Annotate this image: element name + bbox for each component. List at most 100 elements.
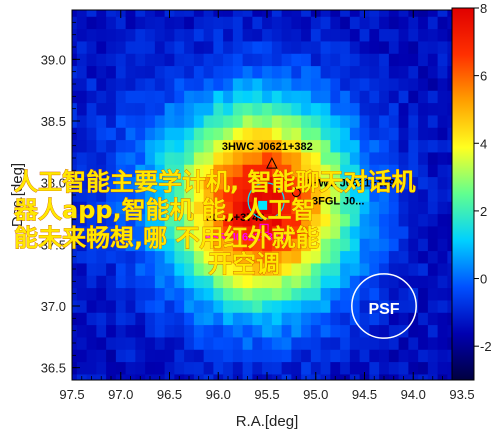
heatmap-cell (271, 102, 283, 116)
heatmap-cell (359, 127, 370, 141)
heatmap-cell (418, 28, 429, 42)
heatmap-cell (106, 287, 117, 301)
heatmap-cell (125, 287, 136, 301)
heatmap-cell (330, 176, 341, 190)
heatmap-cell (223, 275, 234, 289)
heatmap-cell (310, 361, 322, 375)
heatmap-cell (388, 225, 400, 239)
source-marker-circle (291, 188, 301, 198)
heatmap-cell (340, 53, 351, 67)
heatmap-cell (281, 188, 292, 202)
heatmap-cell (96, 225, 107, 239)
heatmap-cell (72, 373, 78, 380)
heatmap-cell (76, 176, 88, 190)
heatmap-cell (174, 65, 185, 79)
heatmap-cell (330, 127, 341, 141)
heatmap-cell (398, 28, 409, 42)
heatmap-cell (437, 250, 448, 264)
heatmap-cell (281, 10, 292, 17)
heatmap-cell (369, 238, 380, 252)
heatmap-cell (154, 77, 166, 91)
heatmap-cell (437, 127, 448, 141)
heatmap-cell (213, 28, 224, 42)
heatmap-cell (164, 65, 175, 79)
heatmap-cell (281, 16, 292, 30)
heatmap-cell (271, 324, 283, 338)
heatmap-cell (320, 114, 331, 128)
heatmap-cell (135, 238, 146, 252)
heatmap-cell (213, 90, 224, 104)
heatmap-cell (262, 65, 273, 79)
heatmap-cell (349, 250, 361, 264)
heatmap-cell (437, 312, 448, 326)
heatmap-cell (164, 53, 175, 67)
heatmap-cell (418, 114, 429, 128)
heatmap-cell (86, 201, 97, 215)
heatmap-cell (76, 213, 88, 227)
heatmap-cell (145, 65, 156, 79)
heatmap-cell (408, 40, 419, 54)
heatmap-cell (86, 10, 97, 17)
heatmap-cell (154, 213, 166, 227)
heatmap-cell (262, 336, 273, 350)
heatmap-cell (154, 324, 166, 338)
heatmap-cell (203, 336, 214, 350)
heatmap-cell (418, 102, 429, 116)
heatmap-cell (437, 151, 448, 165)
heatmap-cell (320, 275, 331, 289)
heatmap-cell (271, 77, 283, 91)
heatmap-cell (242, 201, 253, 215)
heatmap-cell (76, 299, 88, 313)
heatmap-cell (145, 225, 156, 239)
heatmap-cell (76, 164, 88, 178)
heatmap-cell (76, 90, 88, 104)
heatmap-cell (115, 151, 127, 165)
heatmap-cell (320, 65, 331, 79)
heatmap-cell (203, 349, 214, 363)
heatmap-cell (262, 250, 273, 264)
heatmap-cell (96, 40, 107, 54)
heatmap-cell (281, 114, 292, 128)
heatmap-cell (135, 139, 146, 153)
heatmap-cell (154, 250, 166, 264)
heatmap-cell (154, 114, 166, 128)
heatmap-cell (437, 90, 448, 104)
heatmap-cell (408, 213, 419, 227)
heatmap-cell (125, 16, 136, 30)
heatmap-cell (291, 40, 302, 54)
heatmap-cell (213, 287, 224, 301)
heatmap-cell (125, 324, 136, 338)
heatmap-cell (76, 324, 88, 338)
heatmap-cell (193, 139, 205, 153)
heatmap-cell (242, 287, 253, 301)
heatmap-cell (106, 10, 117, 17)
heatmap-cell (320, 127, 331, 141)
heatmap-cell (145, 349, 156, 363)
heatmap-cell (106, 139, 117, 153)
heatmap-cell (388, 299, 400, 313)
heatmap-cell (379, 250, 390, 264)
heatmap-cell (184, 65, 195, 79)
heatmap-cell (340, 225, 351, 239)
heatmap-cell (320, 28, 331, 42)
heatmap-cell (349, 238, 361, 252)
heatmap-cell (388, 188, 400, 202)
heatmap-cell (330, 287, 341, 301)
heatmap-cell (281, 176, 292, 190)
heatmap-cell (359, 312, 370, 326)
heatmap-cell (242, 213, 253, 227)
heatmap-cell (164, 151, 175, 165)
heatmap-cell (349, 90, 361, 104)
heatmap-cell (135, 114, 146, 128)
heatmap-cell (408, 238, 419, 252)
heatmap-cell (164, 40, 175, 54)
heatmap-cell (96, 10, 107, 17)
heatmap-cell (164, 287, 175, 301)
heatmap-cell (174, 127, 185, 141)
heatmap-cell (164, 225, 175, 239)
heatmap-cell (154, 10, 166, 17)
heatmap-cell (340, 16, 351, 30)
heatmap-cell (145, 53, 156, 67)
heatmap-cell (86, 28, 97, 42)
heatmap-cell (154, 176, 166, 190)
